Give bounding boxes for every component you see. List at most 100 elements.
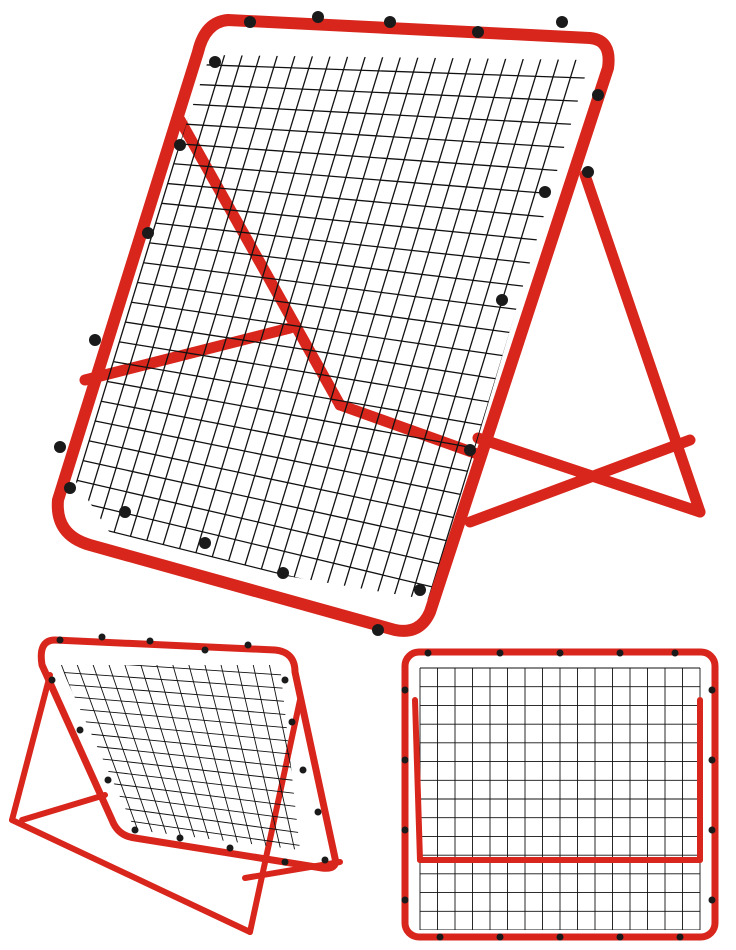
net-strand-horizontal: [95, 420, 461, 496]
main-diagonal-support: [174, 114, 346, 411]
net-strand-horizontal: [101, 770, 300, 796]
net-strand-horizontal: [113, 361, 482, 426]
net-strand-horizontal: [106, 782, 300, 810]
side-net-clips: [48, 633, 329, 866]
net-clip: [464, 444, 476, 456]
net-clip: [64, 482, 76, 494]
main-cross-support: [79, 322, 296, 386]
net-strand-horizontal: [64, 672, 291, 690]
net-clip: [556, 649, 564, 657]
rear-net-clips: [401, 649, 716, 941]
net-clip: [209, 56, 221, 68]
net-clip: [146, 637, 154, 645]
net-clip: [281, 676, 289, 684]
net-strand-horizontal: [89, 440, 454, 519]
net-clip: [321, 856, 329, 864]
net-strand-horizontal: [173, 163, 553, 195]
net-strand-vertical: [87, 665, 154, 837]
net-strand-vertical: [120, 665, 183, 841]
net-clip: [472, 26, 484, 38]
net-strand-vertical: [251, 665, 297, 850]
net-clip: [142, 227, 154, 239]
net-clip: [104, 776, 112, 784]
main-stand-legs: [79, 114, 706, 528]
net-clip: [401, 896, 409, 904]
net-strand-vertical: [202, 665, 255, 850]
net-clip: [582, 166, 594, 178]
net-strand-vertical: [185, 665, 240, 850]
net-strand-vertical: [268, 665, 300, 850]
net-clip: [496, 649, 504, 657]
main-brace-bar: [464, 434, 696, 528]
net-strand-horizontal: [60, 665, 288, 676]
net-clip: [201, 646, 209, 654]
net-clip: [496, 294, 508, 306]
net-clip: [174, 139, 186, 151]
net-clip: [708, 826, 716, 834]
net-clip: [226, 844, 234, 852]
net-clip: [424, 649, 432, 657]
net-clip: [496, 933, 504, 941]
net-clip: [556, 933, 564, 941]
side-leg-left: [9, 672, 53, 823]
net-clip: [556, 16, 568, 28]
net-clip: [199, 537, 211, 549]
net-strand-horizontal: [191, 103, 574, 126]
net-strand-horizontal: [82, 721, 300, 743]
main-frame: [51, 14, 615, 637]
net-clip: [401, 756, 409, 764]
net-strand-horizontal: [82, 459, 447, 542]
net-strand-horizontal: [137, 281, 511, 334]
rear-left-leg: [412, 697, 423, 863]
net-strand-vertical: [169, 665, 226, 848]
net-clip: [616, 649, 624, 657]
net-clip: [708, 756, 716, 764]
net-strand-horizontal: [70, 499, 433, 588]
net-strand-horizontal: [161, 202, 539, 241]
net-clip: [616, 933, 624, 941]
net-strand-horizontal: [68, 684, 294, 703]
net-strand-horizontal: [78, 708, 299, 730]
net-strand-horizontal: [143, 262, 518, 311]
net-strand-vertical: [153, 665, 212, 845]
net-clip: [676, 933, 684, 941]
net-strand-horizontal: [120, 819, 300, 850]
net-clip: [176, 834, 184, 842]
net-clip: [384, 16, 396, 28]
net-strand-horizontal: [131, 301, 504, 357]
net-strand-vertical: [235, 665, 283, 850]
net-strand-horizontal: [203, 64, 588, 79]
side-leg-front: [247, 697, 303, 935]
side-frame: [37, 636, 339, 872]
net-strand-horizontal: [115, 807, 300, 836]
net-strand-vertical: [71, 665, 140, 835]
net-clip: [708, 686, 716, 694]
net-strand-horizontal: [155, 222, 532, 264]
net-clip: [98, 633, 106, 641]
net-strand-horizontal: [107, 380, 475, 449]
net-strand-horizontal: [73, 696, 296, 716]
net-clip: [401, 686, 409, 694]
main-net-mesh: [68, 55, 590, 600]
net-clip: [288, 718, 296, 726]
side-stand-legs: [9, 672, 343, 935]
net-strand-horizontal: [96, 757, 300, 783]
net-clip: [312, 11, 324, 23]
net-strand-horizontal: [92, 745, 300, 770]
net-strand-vertical: [136, 665, 197, 843]
main-rear-leg-right: [579, 169, 706, 518]
net-clip: [89, 334, 101, 346]
net-clip: [708, 896, 716, 904]
net-clip: [539, 186, 551, 198]
net-strand-vertical: [218, 665, 269, 850]
net-strand-horizontal: [179, 143, 560, 172]
net-clip: [299, 766, 307, 774]
net-clip: [401, 826, 409, 834]
net-strand-horizontal: [101, 400, 468, 472]
net-strand-horizontal: [167, 182, 546, 218]
net-strand-vertical: [103, 665, 169, 839]
